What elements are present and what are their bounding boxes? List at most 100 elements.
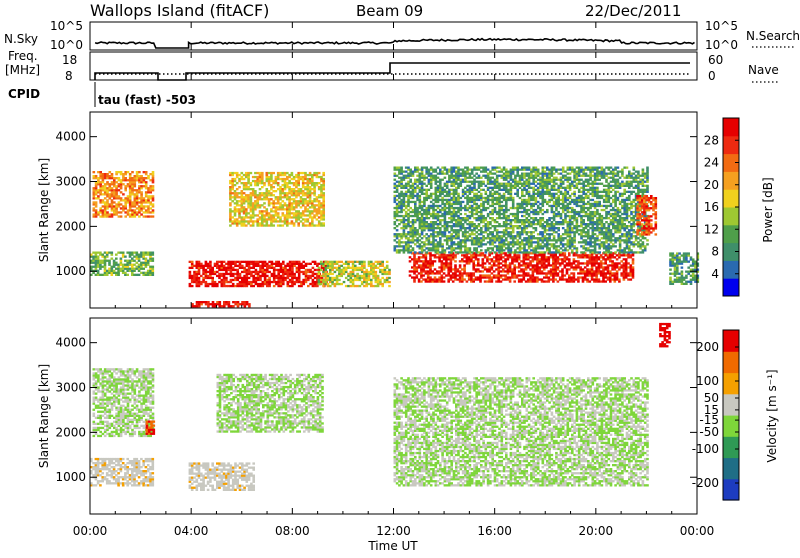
heatmap-cell (352, 283, 355, 285)
heatmap-cell (505, 223, 508, 225)
nsearch-tick-top: 10^5 (705, 19, 738, 33)
heatmap-cell (454, 254, 457, 256)
heatmap-cell (505, 189, 508, 191)
heatmap-cell (403, 175, 406, 177)
heatmap-cell (298, 271, 301, 273)
heatmap-cell (115, 203, 118, 205)
heatmap-cell (507, 189, 510, 191)
heatmap-cell (115, 197, 118, 199)
heatmap-cell (288, 182, 291, 184)
heatmap-cell (280, 275, 283, 277)
heatmap-cell (102, 179, 105, 181)
heatmap-cell (352, 271, 355, 273)
heatmap-cell (609, 278, 612, 280)
heatmap-cell (516, 215, 519, 217)
heatmap-cell (493, 262, 496, 264)
heatmap-cell (250, 192, 253, 194)
heatmap-cell (462, 223, 465, 225)
heatmap-cell (95, 205, 98, 207)
heatmap-cell (280, 267, 283, 269)
heatmap-cell (419, 191, 422, 193)
heatmap-cell (447, 280, 450, 282)
heatmap-cell (557, 258, 560, 260)
heatmap-cell (475, 243, 478, 245)
heatmap-cell (445, 258, 448, 260)
heatmap-cell (473, 201, 476, 203)
heatmap-cell (514, 187, 517, 189)
heatmap-cell (430, 193, 433, 195)
heatmap-cell (400, 181, 403, 183)
heatmap-cell (398, 243, 401, 245)
heatmap-cell (421, 187, 424, 189)
heatmap-cell (336, 283, 339, 285)
heatmap-cell (363, 265, 366, 267)
heatmap-cell (347, 279, 350, 281)
heatmap-cell (573, 274, 576, 276)
heatmap-cell (246, 303, 249, 305)
heatmap-cell (286, 210, 289, 212)
heatmap-cell (559, 264, 562, 266)
heatmap-cell (311, 218, 314, 220)
heatmap-cell (407, 217, 410, 219)
heatmap-cell (97, 179, 100, 181)
heatmap-cell (584, 256, 587, 258)
heatmap-cell (512, 201, 515, 203)
heatmap-cell (421, 241, 424, 243)
heatmap-cell (518, 262, 521, 264)
heatmap-cell (136, 254, 139, 256)
heatmap-cell (284, 172, 287, 174)
heatmap-cell (275, 261, 278, 263)
heatmap-cell (196, 275, 199, 277)
heatmap-cell (434, 256, 437, 258)
heatmap-cell (455, 181, 458, 183)
heatmap-cell (147, 272, 150, 274)
heatmap-cell (262, 271, 265, 273)
heatmap-cell (414, 181, 417, 183)
heatmap-cell (288, 216, 291, 218)
heatmap-cell (550, 264, 553, 266)
heatmap-cell (297, 200, 300, 202)
heatmap-cell (250, 206, 253, 208)
heatmap-cell (102, 215, 105, 217)
heatmap-cell (497, 268, 500, 270)
heatmap-cell (396, 167, 399, 169)
heatmap-cell (307, 279, 310, 281)
heatmap-cell (471, 229, 474, 231)
heatmap-cell (437, 207, 440, 209)
heatmap-cell (108, 268, 111, 270)
heatmap-cell (263, 192, 266, 194)
heatmap-cell (284, 271, 287, 273)
heatmap-cell (552, 264, 555, 266)
heatmap-cell (270, 210, 273, 212)
heatmap-cell (435, 169, 438, 171)
heatmap-cell (124, 274, 127, 276)
heatmap-cell (561, 270, 564, 272)
heatmap-cell (464, 213, 467, 215)
heatmap-cell (425, 193, 428, 195)
heatmap-cell (261, 180, 264, 182)
heatmap-cell (338, 273, 341, 275)
heatmap-cell (236, 196, 239, 198)
heatmap-cell (520, 278, 523, 280)
heatmap-cell (304, 218, 307, 220)
heatmap-cell (412, 229, 415, 231)
heatmap-cell (462, 233, 465, 235)
heatmap-cell (604, 274, 607, 276)
heatmap-cell (400, 233, 403, 235)
heatmap-cell (131, 201, 134, 203)
heatmap-cell (460, 243, 463, 245)
heatmap-cell (118, 201, 121, 203)
heatmap-cell (327, 279, 330, 281)
heatmap-cell (120, 262, 123, 264)
heatmap-cell (325, 281, 328, 283)
heatmap-cell (475, 241, 478, 243)
heatmap-cell (403, 201, 406, 203)
heatmap-cell (450, 249, 453, 251)
heatmap-cell (106, 260, 109, 262)
heatmap-cell (288, 174, 291, 176)
heatmap-cell (568, 260, 571, 262)
heatmap-cell (127, 171, 130, 173)
heatmap-cell (430, 173, 433, 175)
heatmap-cell (241, 194, 244, 196)
